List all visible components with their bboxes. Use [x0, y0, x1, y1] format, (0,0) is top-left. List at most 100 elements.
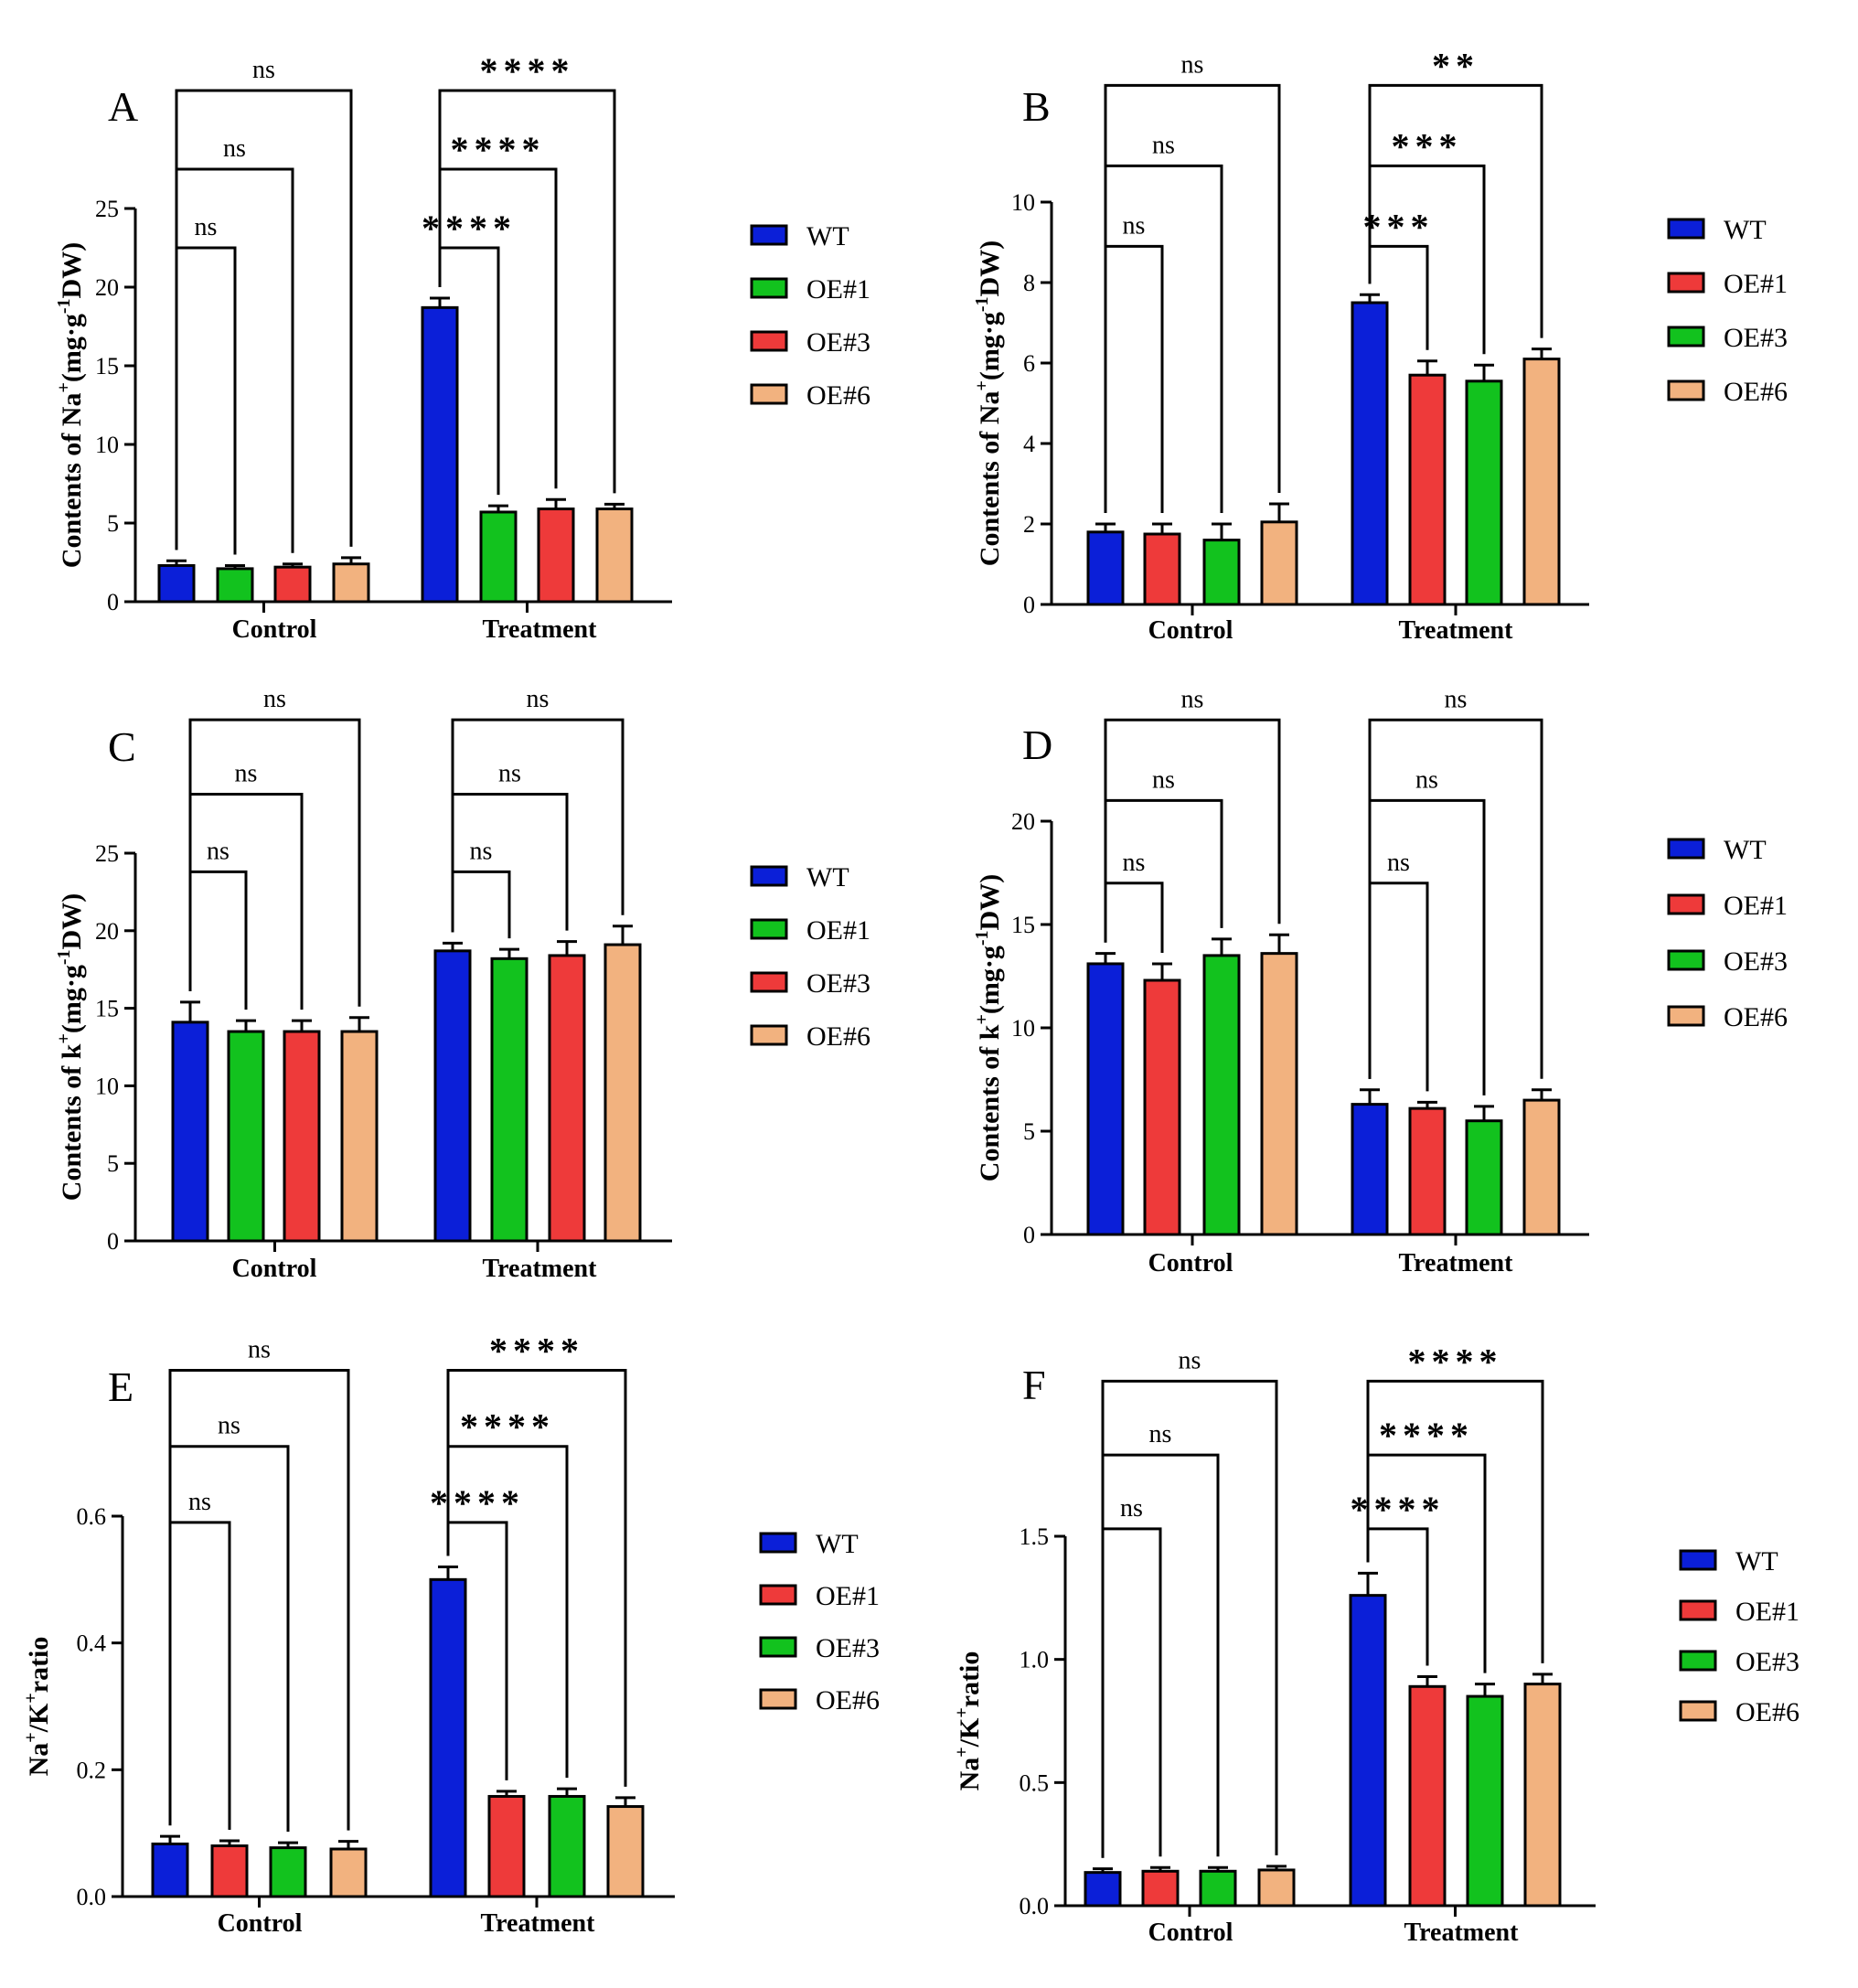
bar-wt-control	[1084, 1871, 1122, 1908]
legend-swatch	[750, 383, 788, 405]
bar-oe6-treatment	[1522, 358, 1561, 606]
y-axis-label: Contents of Na+(mg·g-1DW)	[972, 240, 1005, 566]
legend-swatch	[750, 1024, 788, 1046]
legend-swatch	[1667, 838, 1705, 860]
bar-wt-treatment	[1349, 1594, 1387, 1908]
bar-oe6-control	[1260, 952, 1298, 1236]
y-axis-label: Contents of Na+(mg·g-1DW)	[54, 242, 87, 568]
significance-label: ****	[489, 1331, 584, 1372]
significance-label: ns	[470, 837, 493, 865]
significance-bracket	[1368, 882, 1429, 1092]
y-axis-label-part: -1	[972, 930, 992, 946]
significance-label: ****	[430, 1482, 525, 1523]
y-tick-label: 10	[95, 1073, 119, 1099]
y-tick-label: 0.4	[77, 1630, 107, 1657]
y-tick-label: 1.0	[1020, 1647, 1050, 1673]
y-tick-label: 0.0	[1020, 1893, 1050, 1919]
legend-swatch	[1679, 1599, 1717, 1621]
significance-label: ns	[188, 1488, 211, 1516]
bar-oe3-treatment	[1466, 1694, 1504, 1908]
y-axis-label-part: +	[952, 1707, 972, 1717]
bar-oe3-control	[269, 1846, 307, 1898]
significance-label: ns	[1387, 849, 1410, 877]
significance-label: ns	[1415, 765, 1438, 794]
y-tick-label: 5	[107, 1150, 119, 1177]
significance-label: ns	[1152, 765, 1175, 794]
x-tick-label-treatment: Treatment	[483, 615, 598, 644]
y-axis-label-part: +	[972, 380, 992, 390]
legend-label: OE#1	[1724, 269, 1788, 299]
y-axis-label-part: +	[952, 1747, 972, 1757]
y-tick-label: 5	[1023, 1118, 1035, 1145]
y-axis-label-part: -1	[54, 298, 74, 314]
legend-label: OE#1	[806, 915, 870, 946]
y-tick-label: 1.5	[1020, 1523, 1050, 1550]
bar-wt-treatment	[421, 305, 459, 604]
y-axis-label-part: DW)	[975, 240, 1005, 297]
bar-wt-control	[1086, 962, 1125, 1236]
bar-oe3-treatment	[548, 954, 586, 1243]
significance-bracket	[1104, 83, 1281, 513]
bar-oe6-control	[329, 1847, 368, 1898]
significance-label: ns	[1123, 849, 1146, 877]
legend-label: OE#6	[806, 1021, 870, 1052]
legend-label: OE#6	[806, 380, 870, 411]
x-tick-label-control: Control	[218, 1909, 303, 1938]
legend-swatch	[1679, 1650, 1717, 1672]
significance-bracket	[1104, 244, 1164, 513]
x-tick-label-treatment: Treatment	[1399, 1249, 1514, 1277]
significance-bracket	[168, 1521, 231, 1830]
legend-swatch	[750, 330, 788, 352]
y-axis-label-part: /K	[955, 1717, 985, 1748]
x-tick-label-treatment: Treatment	[1399, 616, 1514, 645]
significance-label: ns	[1123, 211, 1146, 240]
significance-bracket	[1101, 1527, 1162, 1858]
legend-swatch	[759, 1584, 797, 1606]
y-tick-label: 20	[95, 274, 119, 301]
significance-label: ns	[1445, 685, 1468, 713]
legend-swatch	[759, 1636, 797, 1658]
significance-bracket	[1104, 718, 1281, 943]
y-axis-label-part: (mg·g	[975, 312, 1005, 380]
panel-letter: A	[108, 83, 138, 130]
bar-oe6-treatment	[595, 508, 634, 604]
legend-swatch	[1667, 893, 1705, 915]
bar-oe1-treatment	[479, 510, 518, 604]
legend-swatch	[1667, 218, 1705, 240]
y-tick-label: 10	[95, 432, 119, 458]
y-axis-label-part: Contents of k	[57, 1043, 87, 1201]
x-tick-label-treatment: Treatment	[1404, 1919, 1520, 1947]
y-axis-label-part: Contents of Na	[975, 391, 1005, 567]
y-tick-label: 0	[107, 1228, 119, 1255]
bar-oe6-control	[332, 562, 370, 604]
bar-wt-treatment	[433, 949, 472, 1243]
bar-wt-treatment	[429, 1577, 467, 1898]
legend-swatch	[1679, 1549, 1717, 1571]
significance-bracket	[168, 1369, 350, 1831]
y-tick-label: 5	[107, 510, 119, 537]
y-axis-label-part: Na	[24, 1743, 54, 1777]
bar-oe1-control	[1143, 532, 1181, 606]
y-axis-label-part: /K	[24, 1703, 54, 1733]
bar-oe1-treatment	[1408, 1684, 1447, 1908]
y-tick-label: 20	[1011, 808, 1035, 835]
bar-wt-control	[151, 1842, 189, 1898]
legend-swatch	[1667, 949, 1705, 971]
significance-bracket	[188, 718, 361, 1007]
bar-oe3-control	[1202, 954, 1241, 1236]
legend-label: OE#1	[816, 1581, 880, 1611]
legend-label: WT	[1724, 835, 1767, 865]
significance-label: ns	[235, 760, 258, 788]
bar-wt-treatment	[1351, 1103, 1389, 1236]
legend-label: OE#3	[1735, 1647, 1799, 1677]
y-tick-label: 20	[95, 918, 119, 945]
y-tick-label: 0.2	[77, 1757, 107, 1783]
panel-A: A 0 5 10 15 20 25 Control Treatment Contents of N…	[54, 50, 870, 644]
y-axis-label-part: (mg·g	[57, 314, 87, 382]
bar-oe3-control	[1202, 539, 1241, 606]
bar-oe1-control	[1143, 978, 1181, 1236]
legend-swatch	[1667, 1005, 1705, 1027]
y-axis-label-part: -1	[972, 296, 992, 312]
y-tick-label: 0.5	[1020, 1769, 1050, 1796]
